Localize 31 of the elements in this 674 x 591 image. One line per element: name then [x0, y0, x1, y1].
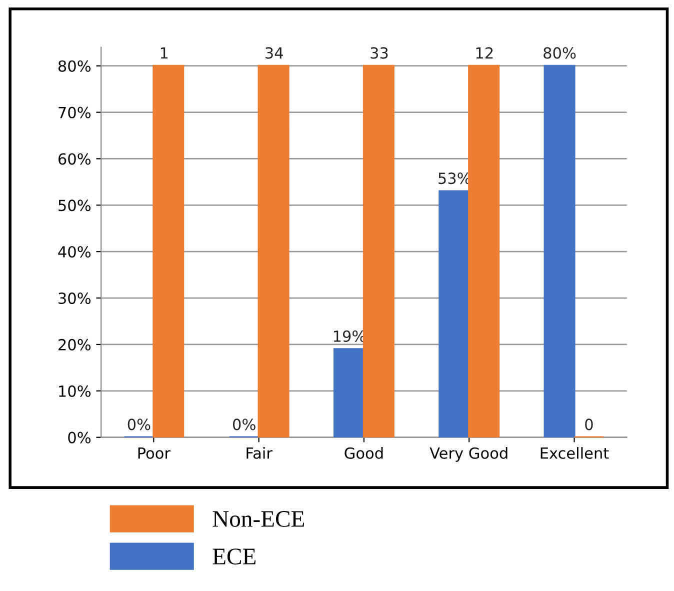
annotation: 1: [160, 47, 168, 59]
annotation: 33: [370, 47, 388, 59]
bar: [362, 64, 394, 438]
annotation: 12: [476, 47, 493, 59]
x-tick-label: Poor: [138, 448, 170, 459]
data-label: 0%: [128, 418, 150, 430]
legend-label: ECE: [212, 548, 256, 565]
annotation: 34: [266, 47, 283, 59]
x-tick-label: Fair: [246, 447, 272, 459]
y-tick-label: 0%: [68, 432, 91, 444]
bar: [544, 64, 576, 438]
y-tick-label: 10%: [59, 385, 91, 397]
bar: [152, 64, 184, 438]
bar: [468, 64, 500, 438]
legend-label: Non-ECE: [212, 511, 304, 527]
y-tick-label: 40%: [58, 246, 91, 258]
data-label: 0%: [232, 418, 256, 430]
x-tick-label: Good: [344, 447, 383, 459]
y-tick-label: 80%: [58, 60, 91, 72]
data-label: 0: [585, 418, 593, 430]
x-tick-label: Excellent: [540, 447, 609, 459]
bar: [258, 64, 290, 438]
y-tick-label: 50%: [58, 200, 91, 212]
bar: [438, 190, 470, 438]
y-tick-label: 20%: [58, 338, 91, 350]
y-tick-label: 60%: [58, 153, 91, 165]
bar: [333, 348, 366, 438]
data-label: 80%: [544, 47, 576, 59]
x-tick-label: Very Good: [430, 447, 508, 462]
y-tick-label: 70%: [58, 106, 91, 118]
y-tick-label: 30%: [58, 292, 91, 304]
